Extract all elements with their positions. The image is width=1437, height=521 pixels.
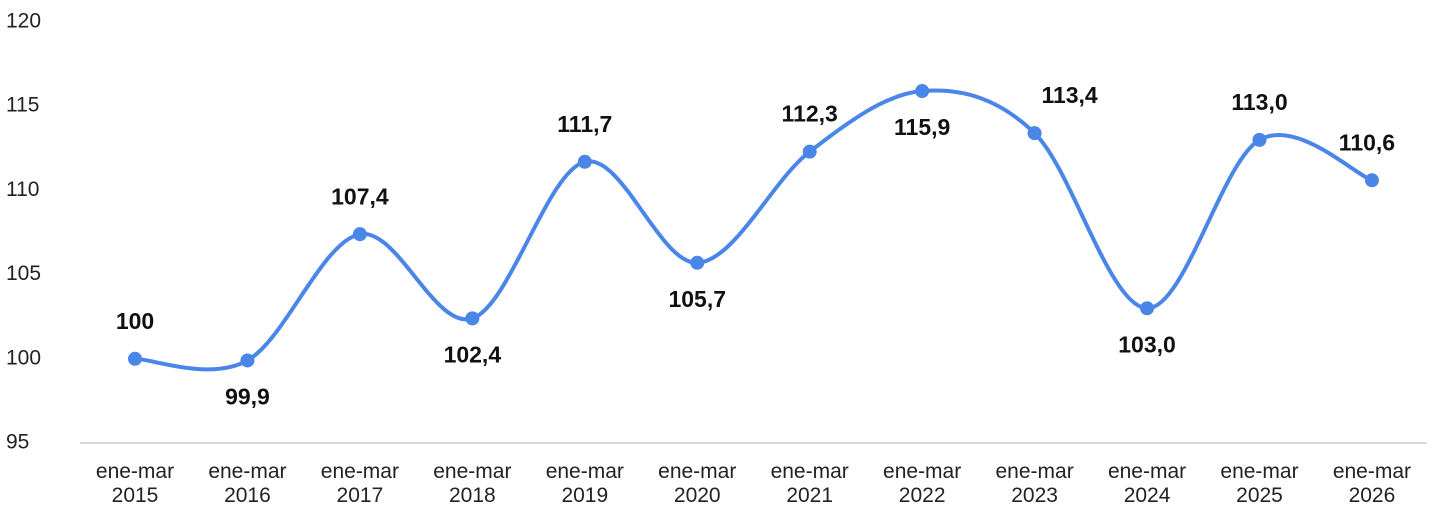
point [1027, 126, 1042, 141]
value-label: 99,9 [225, 384, 270, 410]
value-label: 113,4 [1041, 82, 1097, 108]
y-tick-label: 110 [6, 178, 39, 201]
value-label: 112,3 [782, 101, 838, 127]
x-tick-label: ene-mar 2025 [1220, 460, 1299, 507]
value-label: 103,0 [1118, 331, 1176, 357]
point [352, 227, 367, 242]
point [1252, 132, 1267, 147]
point [240, 353, 255, 368]
x-tick-label: ene-mar 2026 [1332, 460, 1412, 507]
point [128, 351, 142, 366]
x-tick-label: ene-mar 2024 [1107, 460, 1187, 507]
point [915, 84, 930, 99]
value-label: 115,9 [894, 114, 950, 140]
value-label: 100 [116, 308, 154, 334]
y-tick-label: 115 [6, 94, 39, 117]
point [690, 255, 705, 270]
point [1140, 301, 1155, 316]
value-label: 105,7 [668, 286, 726, 312]
value-label: 102,4 [444, 341, 502, 367]
x-tick-label: ene-mar 2015 [95, 460, 175, 507]
x-tick-label: ene-mar 2017 [320, 460, 399, 507]
point [802, 144, 817, 159]
point [465, 311, 480, 326]
point [1364, 173, 1379, 188]
x-tick-label: ene-mar 2019 [545, 460, 624, 507]
y-tick-label: 95 [6, 431, 29, 454]
x-tick-label: ene-mar 2020 [658, 460, 737, 507]
x-tick-label: ene-mar 2022 [883, 460, 962, 507]
y-tick-label: 105 [6, 262, 41, 285]
value-label: 107,4 [331, 183, 389, 209]
value-label: 110,6 [1339, 129, 1395, 155]
x-tick-label: ene-mar 2018 [433, 460, 512, 507]
x-tick-label: ene-mar 2016 [208, 460, 287, 507]
value-label: 111,7 [557, 111, 612, 137]
line [134, 88, 1373, 372]
value-label: 113,0 [1231, 89, 1287, 115]
x-tick-label: ene-mar 2023 [995, 460, 1074, 507]
y-tick-label: 120 [6, 10, 41, 33]
y-tick-label: 100 [6, 346, 41, 369]
x-tick-label: ene-mar 2021 [770, 460, 849, 507]
point [577, 154, 592, 169]
